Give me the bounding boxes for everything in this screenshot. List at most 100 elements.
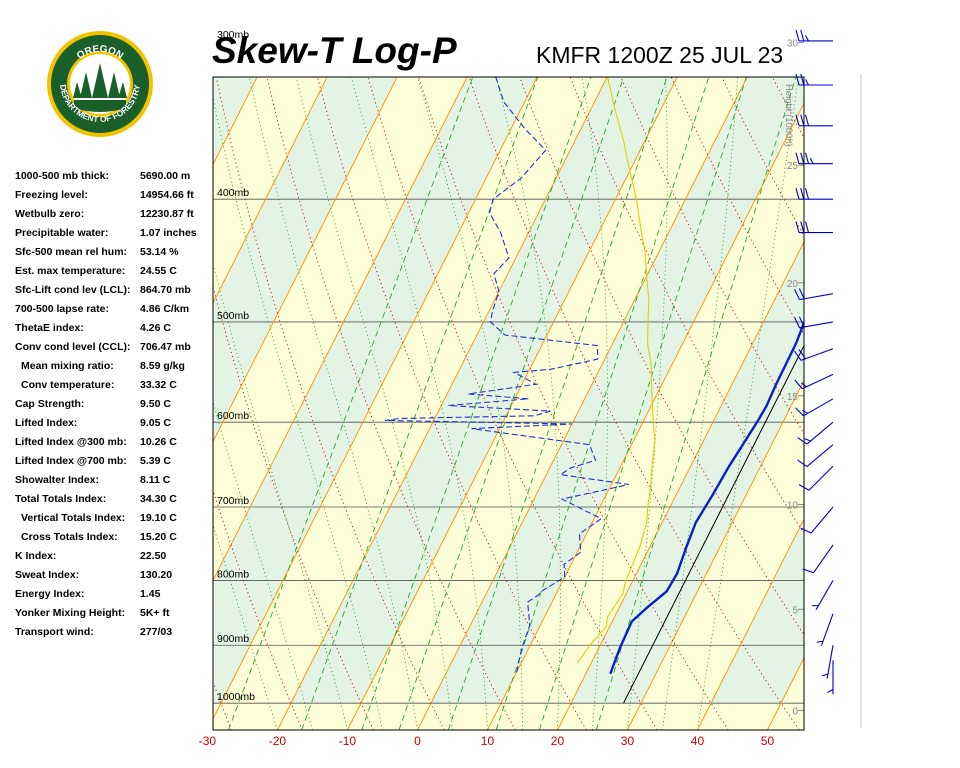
index-value: 33.32 C [140, 379, 177, 391]
index-row: Total Totals Index: 34.30 C [15, 492, 215, 511]
x-tick-label: 0 [414, 734, 421, 748]
index-label: Lifted Index @700 mb: [15, 455, 127, 467]
mixing-ratio-line [538, 77, 747, 730]
mixing-ratio-label: 0.4 [468, 50, 485, 68]
wind-barb [795, 114, 833, 127]
index-row: Vertical Totals Index: 19.10 C [15, 511, 215, 530]
mixing-ratio-line [398, 77, 625, 730]
moist-adiabat-line [295, 77, 453, 730]
index-row: K Index: 22.50 [15, 549, 215, 568]
x-tick-label: -10 [339, 734, 357, 748]
wind-barb [812, 580, 834, 611]
index-row: Mean mixing ratio: 8.59 g/kg [15, 359, 215, 378]
wind-barb [794, 288, 834, 301]
index-row: Precipitable water: 1.07 inches [15, 226, 215, 245]
index-row: ThetaE index: 4.26 C [15, 321, 215, 340]
x-tick-label: 20 [551, 734, 565, 748]
wind-barb [795, 29, 833, 42]
isotherm-line [347, 77, 678, 730]
index-row: Conv temperature: 33.32 C [15, 378, 215, 397]
index-value: 277/03 [140, 626, 173, 638]
index-label: Est. max temperature: [15, 265, 126, 277]
isotherm-band [291, 77, 678, 704]
x-tick-label: 50 [761, 734, 775, 748]
wind-barb [795, 152, 833, 165]
mixing-ratio-label: 3 [618, 57, 630, 68]
index-row: Yonker Mixing Height: 5K+ ft [15, 606, 215, 625]
index-label: Showalter Index: [15, 474, 100, 486]
wind-barb [794, 373, 834, 390]
mixing-ratio-line [447, 77, 668, 730]
height-tick-label: 25 [787, 161, 799, 172]
index-value: 14954.66 ft [140, 189, 194, 201]
mixing-ratio-label: 5 [661, 57, 673, 68]
dry-adiabat-line [874, 0, 960, 730]
parcel-path-line [576, 77, 656, 664]
wind-barb [794, 348, 834, 361]
plot-frame [212, 76, 805, 731]
isotherm-line [213, 77, 538, 721]
index-row: Cross Totals Index: 15.20 C [15, 530, 215, 549]
mixing-ratio-line [495, 77, 710, 730]
height-tick-label: 5 [792, 605, 798, 616]
index-label: Freezing level: [15, 189, 88, 201]
mixing-ratio-label: 8 [703, 57, 715, 68]
moist-adiabat-line [627, 77, 668, 730]
index-value: 1.07 inches [140, 227, 197, 239]
index-row: Transport wind: 277/03 [15, 625, 215, 644]
index-row: Cap Strength: 9.50 C [15, 397, 215, 416]
svg-text:OREGON: OREGON [75, 44, 125, 62]
wind-barb [795, 221, 833, 234]
index-value: 706.47 mb [140, 341, 191, 353]
isotherm-band [213, 77, 538, 704]
wind-barb [821, 645, 834, 679]
index-value: 53.14 % [140, 246, 179, 258]
isotherm-band [431, 77, 804, 704]
wind-barb [800, 506, 834, 534]
index-label: Cap Strength: [15, 398, 85, 410]
index-value: 8.11 C [140, 474, 171, 486]
index-label: Wetbulb zero: [15, 208, 85, 220]
index-label: Conv temperature: [21, 379, 115, 391]
index-value: 130.20 [140, 569, 173, 581]
moist-adiabat-line [351, 77, 488, 730]
wind-barb [797, 444, 834, 467]
x-tick-label: -20 [269, 734, 287, 748]
index-row: Est. max temperature: 24.55 C [15, 264, 215, 283]
index-label: Lifted Index @300 mb: [15, 436, 127, 448]
index-row: Sfc-Lift cond lev (LCL): 864.70 mb [15, 283, 215, 302]
oregon-forestry-logo: OREGON DEPARTMENT OF FORESTRY [47, 31, 153, 137]
index-value: 5690.00 m [140, 170, 191, 182]
isotherm-line [277, 77, 608, 730]
index-row: Lifted Index @700 mb: 5.39 C [15, 454, 215, 473]
index-value: 864.70 mb [140, 284, 191, 296]
index-value: 8.59 g/kg [140, 360, 185, 372]
isotherm-line [213, 77, 398, 443]
wind-barb [794, 316, 834, 329]
logo-top-text: OREGON [75, 44, 125, 62]
dry-adiabat-line [519, 77, 804, 636]
dry-adiabat-line [266, 77, 516, 730]
isotherm-line [0, 0, 230, 730]
index-value: 4.26 C [140, 322, 171, 334]
index-value: 5K+ ft [140, 607, 170, 619]
index-label: Mean mixing ratio: [21, 360, 114, 372]
height-tick-label: 30 [787, 39, 799, 50]
height-tick-label: 0 [792, 706, 798, 717]
mixing-ratio-line [228, 77, 474, 730]
isotherm-line [557, 240, 804, 730]
dry-adiabat-line [418, 77, 729, 730]
pressure-label: 900mb [217, 633, 249, 645]
index-value: 4.86 C/km [140, 303, 190, 315]
isotherm-line [0, 0, 160, 730]
dry-adiabat-line [213, 488, 303, 730]
index-value: 15.20 C [140, 531, 177, 543]
pressure-label: 600mb [217, 410, 249, 422]
mixing-ratio-label: 1 [533, 57, 545, 68]
index-label: Lifted Index: [15, 417, 78, 429]
station-time-label: KMFR 1200Z 25 JUL 23 [536, 42, 784, 68]
index-value: 9.05 C [140, 417, 171, 429]
isotherm-line [0, 0, 90, 730]
index-value: 22.50 [140, 550, 167, 562]
